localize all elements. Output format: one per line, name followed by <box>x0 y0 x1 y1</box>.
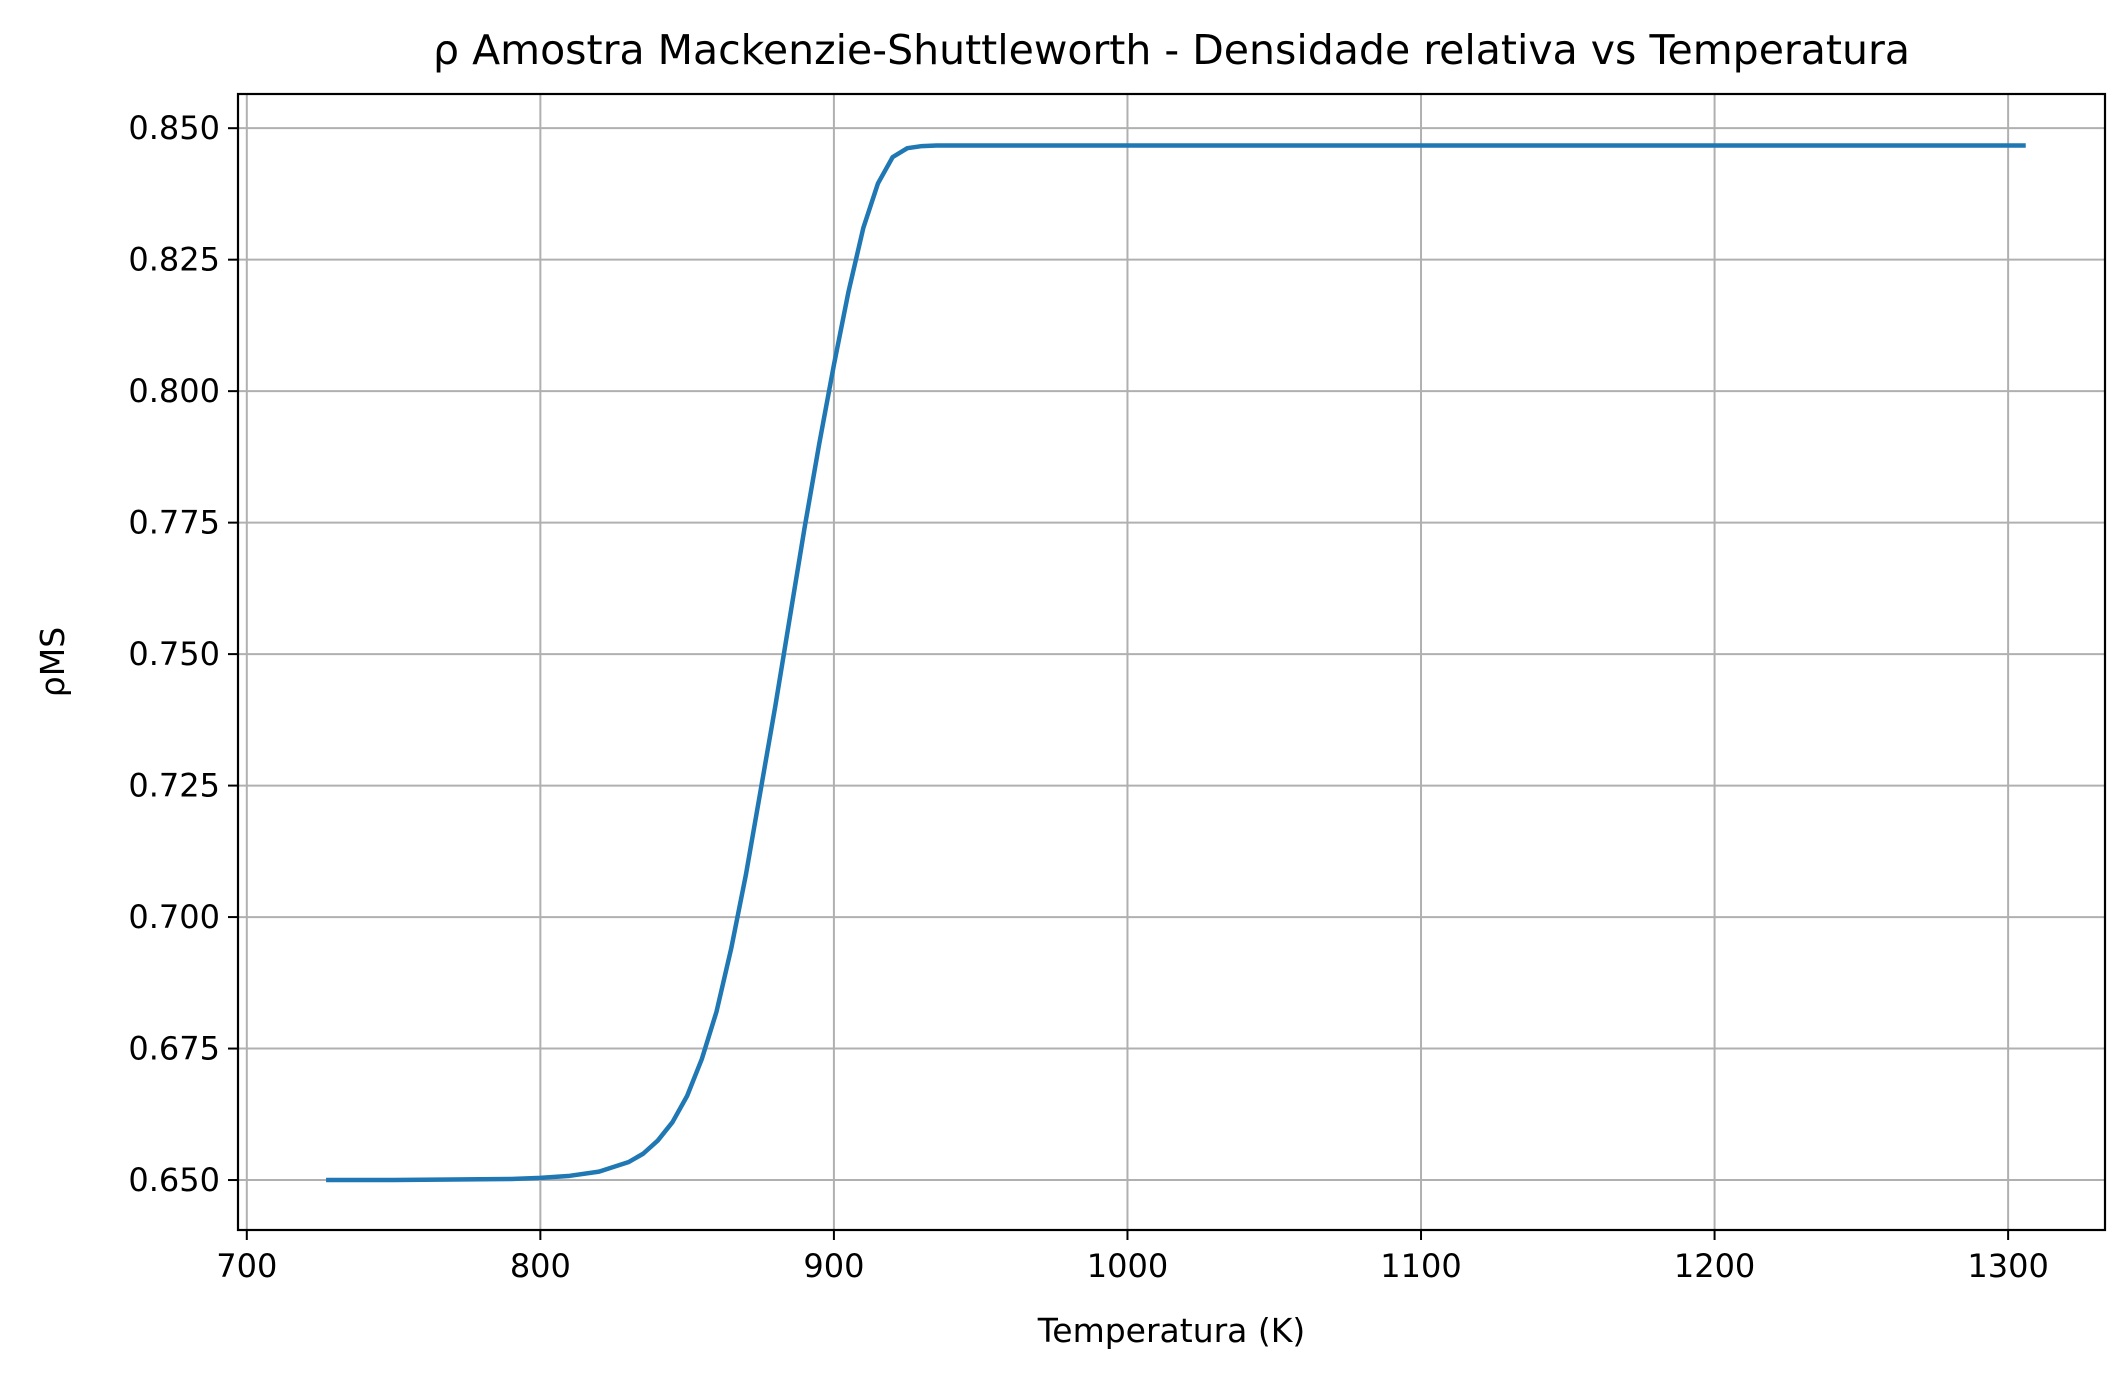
y-tick-label: 0.825 <box>128 241 220 279</box>
plot-frame <box>236 92 2107 1232</box>
series-line <box>326 143 2026 1183</box>
x-tick-label: 700 <box>216 1247 277 1285</box>
y-axis-label: ρMS <box>33 627 72 697</box>
x-tick-label: 800 <box>510 1247 571 1285</box>
x-axis-label: Temperatura (K) <box>1037 1311 1306 1350</box>
y-tick-label: 0.775 <box>128 504 220 542</box>
y-tick-label: 0.800 <box>128 372 220 410</box>
x-tick-label: 900 <box>803 1247 864 1285</box>
chart-title: ρ Amostra Mackenzie-Shuttleworth - Densi… <box>433 26 1910 74</box>
x-tick-label: 1300 <box>1967 1247 2048 1285</box>
y-tick-label: 0.725 <box>128 767 220 805</box>
x-tick-label: 1000 <box>1087 1247 1168 1285</box>
y-tick-label: 0.700 <box>128 898 220 936</box>
x-tick-label: 1200 <box>1674 1247 1755 1285</box>
y-tick-label: 0.750 <box>128 635 220 673</box>
ticks: 700 800 900 1000 1100 1200 1300 0.650 0.675 0.700… <box>128 109 2048 1285</box>
grid <box>238 94 2105 1230</box>
y-tick-label: 0.675 <box>128 1030 220 1068</box>
y-tick-label: 0.850 <box>128 109 220 147</box>
x-tick-label: 1100 <box>1380 1247 1461 1285</box>
y-tick-label: 0.650 <box>128 1161 220 1199</box>
